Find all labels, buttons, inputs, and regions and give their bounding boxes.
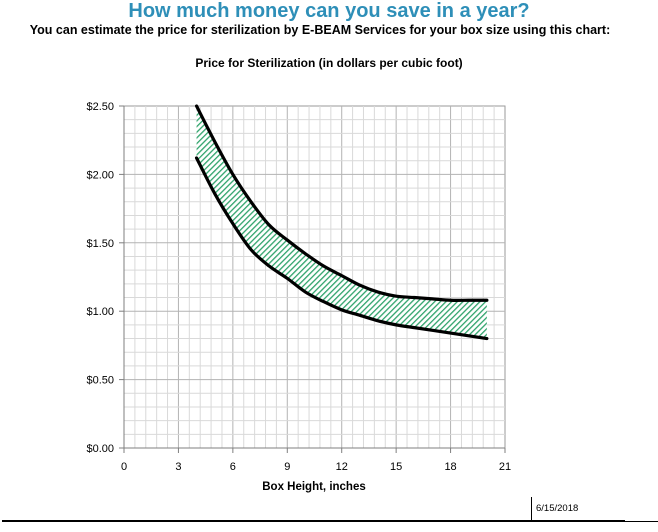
axis-ticks: $0.00 $0.50 $1.00 $1.50 $2.00 $2.50 0 3 6 9 12 15 18… bbox=[86, 101, 511, 473]
y-tick-label: $2.00 bbox=[86, 169, 114, 181]
x-tick-label: 9 bbox=[284, 461, 290, 473]
x-tick-label: 21 bbox=[499, 461, 511, 473]
y-tick-label: $0.00 bbox=[86, 443, 114, 455]
x-tick-label: 18 bbox=[444, 461, 456, 473]
x-tick-label: 3 bbox=[175, 461, 181, 473]
x-tick-label: 15 bbox=[390, 461, 402, 473]
y-tick-label: $1.00 bbox=[86, 306, 114, 318]
upper-price-line bbox=[194, 104, 489, 302]
chart-title: Price for Sterilization (in dollars per … bbox=[195, 56, 463, 70]
x-tick-label: 0 bbox=[121, 461, 127, 473]
y-tick-label: $0.50 bbox=[86, 375, 114, 387]
y-tick-label: $2.50 bbox=[86, 101, 114, 113]
price-band bbox=[196, 106, 487, 339]
bottom-rule bbox=[2, 520, 625, 522]
date-label: 6/15/2018 bbox=[536, 503, 579, 514]
series-lines bbox=[194, 104, 489, 341]
x-tick-label: 12 bbox=[336, 461, 348, 473]
price-range-band bbox=[196, 106, 487, 339]
page-headline: How much money can you save in a year? bbox=[128, 0, 530, 22]
x-tick-label: 6 bbox=[230, 461, 236, 473]
y-tick-label: $1.50 bbox=[86, 238, 114, 250]
lower-price-line bbox=[194, 156, 489, 341]
page-subheadline: You can estimate the price for steriliza… bbox=[29, 23, 611, 37]
x-axis-label: Box Height, inches bbox=[262, 481, 366, 493]
